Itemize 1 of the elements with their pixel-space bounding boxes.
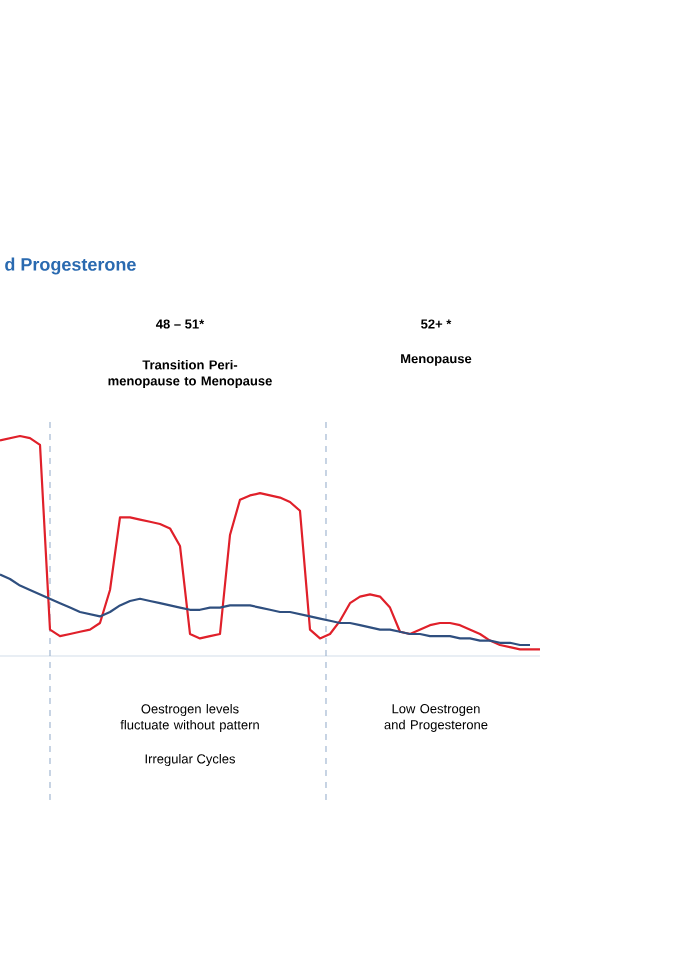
chart-title: d Progesterone (5, 257, 136, 275)
